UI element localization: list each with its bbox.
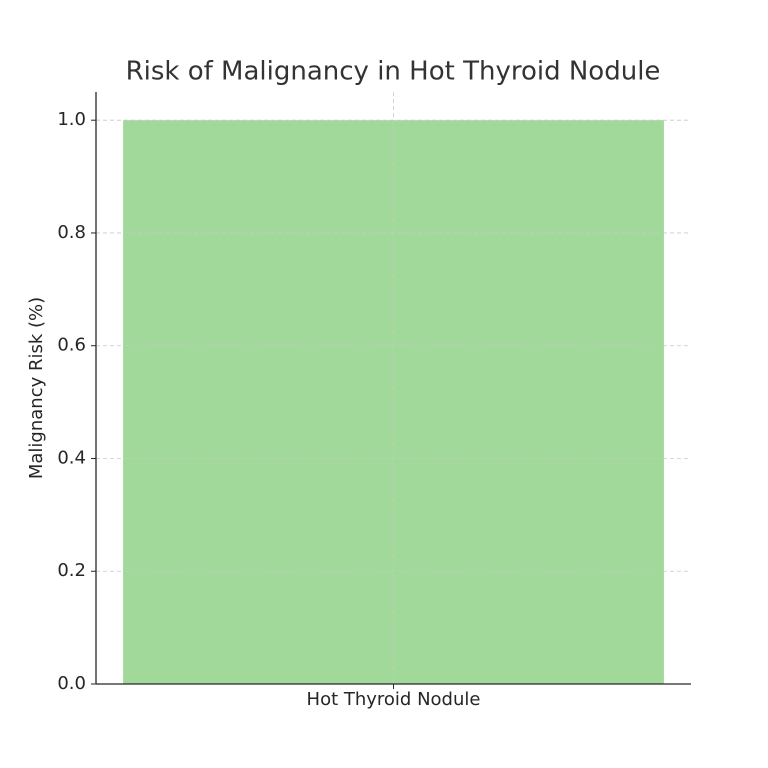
y-tick-label: 1.0: [57, 109, 86, 130]
y-tick-label: 0.2: [57, 560, 86, 581]
y-tick-label: 0.0: [57, 673, 86, 694]
y-tick-label: 0.4: [57, 447, 86, 468]
x-tick-label: Hot Thyroid Nodule: [307, 689, 481, 710]
y-tick-label: 0.8: [57, 222, 86, 243]
chart-title: Risk of Malignancy in Hot Thyroid Nodule: [126, 57, 661, 87]
y-axis-label: Malignancy Risk (%): [26, 297, 47, 479]
y-tick-label: 0.6: [57, 335, 86, 356]
